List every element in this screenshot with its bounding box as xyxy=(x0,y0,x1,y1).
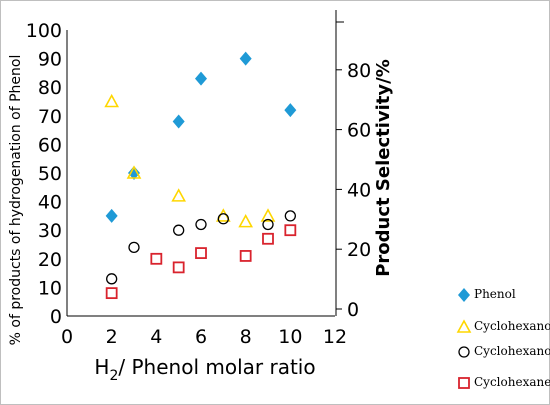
legend-marker-cyclohexanone xyxy=(456,319,472,333)
legend-label-cyclohexanone: Cyclohexanone xyxy=(474,319,550,333)
legend-label-phenol: Phenol xyxy=(474,287,516,301)
x-tick-label: 4 xyxy=(150,326,162,348)
x-tick-label: 0 xyxy=(61,326,73,348)
y-tick-label: 80 xyxy=(38,77,62,99)
legend-label-cyclohexanol: Cyclohexanol xyxy=(474,344,550,358)
axes xyxy=(66,10,344,317)
y-tick-label: 0 xyxy=(50,306,62,328)
cyclohexane-point xyxy=(105,287,118,300)
cyclohexane-point xyxy=(172,261,185,274)
y2-tick-label: 20 xyxy=(347,239,371,261)
phenol-point xyxy=(128,166,140,180)
data-points xyxy=(104,51,297,300)
y-tick-label: 90 xyxy=(38,49,62,71)
y2-axis-label: Product Selectivity/% xyxy=(373,59,394,277)
y-tick-label: 100 xyxy=(26,20,62,42)
phenol-point xyxy=(195,71,207,86)
cyclohexanol-point xyxy=(173,224,185,236)
series-cyclohexanol xyxy=(106,210,296,285)
series-cyclohexane xyxy=(105,224,297,300)
x-tick-label: 6 xyxy=(195,326,207,348)
series-phenol xyxy=(105,51,297,223)
phenol-point xyxy=(172,114,185,129)
series-cyclohexanone xyxy=(104,93,276,228)
y-axis-label: % of products of hydrogenation of Phenol xyxy=(8,55,24,346)
y-tick-label: 30 xyxy=(38,220,62,242)
cyclohexane-point xyxy=(262,232,274,245)
y2-tick-label: 0 xyxy=(347,299,359,321)
legend-marker-cyclohexane xyxy=(458,377,470,389)
x-axis-label-rest: / Phenol molar ratio xyxy=(118,355,315,379)
cyclohexanol-point xyxy=(106,273,118,285)
legend-marker-phenol xyxy=(458,288,470,302)
legend-item-cyclohexanol: Cyclohexanol xyxy=(458,344,550,358)
y-tick-label: 10 xyxy=(38,277,62,299)
cyclohexane-point xyxy=(195,247,207,259)
legend-item-cyclohexane: Cyclohexane xyxy=(458,375,550,389)
x-axis-label: H2/ Phenol molar ratio xyxy=(94,355,315,384)
y-tick-label: 40 xyxy=(38,192,62,214)
cyclohexanol-point xyxy=(128,241,140,254)
y-tick-label: 20 xyxy=(38,249,62,271)
cyclohexane-point xyxy=(284,224,297,237)
legend-item-cyclohexanone: Cyclohexanone xyxy=(456,319,550,333)
x-tick-label: 10 xyxy=(278,326,302,348)
cyclohexanone-point xyxy=(238,213,254,228)
cyclohexanone-point xyxy=(171,188,187,202)
cyclohexanol-point xyxy=(195,218,207,231)
legend-label-cyclohexane: Cyclohexane xyxy=(474,375,550,389)
phenol-point xyxy=(284,103,297,118)
phenol-point xyxy=(239,51,252,66)
legend-item-phenol: Phenol xyxy=(458,287,516,302)
y2-tick-label: 80 xyxy=(347,60,371,82)
y-tick-label: 60 xyxy=(38,134,62,156)
legend: Phenol Cyclohexanone Cyclohexanol Cyclohexa… xyxy=(456,287,550,389)
y2-tick-label: 60 xyxy=(347,120,371,142)
x-tick-label: 8 xyxy=(240,326,252,348)
legend-marker-cyclohexanol xyxy=(458,346,470,358)
cyclohexanol-point xyxy=(262,218,274,231)
x-axis-label-main: H xyxy=(94,355,109,379)
cyclohexane-point xyxy=(150,252,163,265)
x-tick-label: 2 xyxy=(106,326,118,348)
y-tick-label: 70 xyxy=(38,106,62,128)
cyclohexanone-point xyxy=(126,165,142,179)
cyclohexane-point xyxy=(239,250,252,262)
cyclohexanone-point xyxy=(104,93,120,108)
cyclohexanone-point xyxy=(260,208,276,222)
y2-tick-label: 40 xyxy=(347,179,371,201)
y-tick-label: 50 xyxy=(38,163,62,185)
cyclohexanol-point xyxy=(284,210,296,222)
cyclohexanol-point xyxy=(217,213,229,225)
x-tick-label: 12 xyxy=(323,326,347,348)
phenol-point xyxy=(105,208,118,223)
x-axis-label-subscript: 2 xyxy=(109,368,118,384)
